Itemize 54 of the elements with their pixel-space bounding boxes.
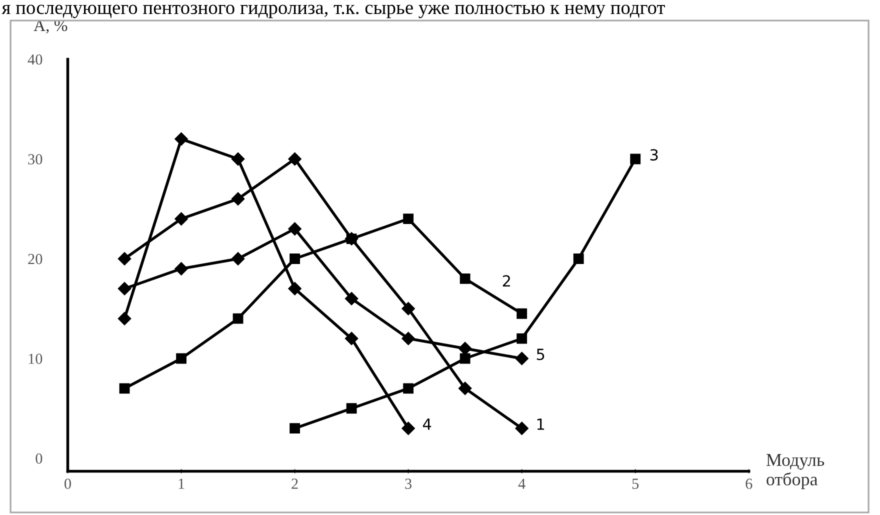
y-tick-label: 30 [28,154,42,164]
point [573,254,584,264]
point [174,262,188,276]
series-label: 4 [422,418,432,430]
x-tick-label: 5 [632,478,639,489]
point [119,383,130,394]
point [118,312,132,326]
point [174,132,188,146]
point [288,222,302,236]
point [403,383,414,394]
series-label: 1 [537,418,544,430]
point [288,152,302,166]
text: я последующего пентозного гидролиза, т.к. сырье уже полностью к нему подгот [2,4,665,18]
point [460,353,470,364]
x-axis-title: Модуль отбора [766,454,824,490]
series-label: 3 [650,149,658,161]
y-tick-label: 20 [28,254,42,264]
x-tick-label: 4 [518,478,526,489]
point [231,192,245,206]
point [176,353,186,364]
point [516,308,528,319]
point [460,273,470,284]
point [402,332,415,346]
y-tick-label: 40 [28,54,42,65]
point [515,422,528,435]
point [231,252,245,266]
x-tick-label: 6 [746,478,752,489]
point [458,342,472,356]
point [403,214,414,224]
x-tick-label: 1 [178,478,184,489]
y-tick-label: 10 [28,354,42,364]
point [290,423,300,434]
point [118,282,132,296]
point [118,252,132,266]
point [346,403,357,414]
point [402,422,415,435]
point [402,302,415,316]
point [231,152,245,166]
point [516,333,528,344]
series-label: 5 [536,348,544,360]
x-tick-label: 0 [64,478,71,489]
point [458,382,472,396]
point [174,212,188,226]
point [344,332,358,346]
point [344,292,358,306]
point [288,282,302,296]
point [290,254,300,264]
point [515,352,528,366]
y-tick-label: 0 [36,453,42,464]
point [232,313,244,324]
x-tick-label: 3 [405,478,412,489]
series-label: 2 [502,275,510,286]
x-tick-label: 2 [292,478,298,489]
point [630,154,641,164]
